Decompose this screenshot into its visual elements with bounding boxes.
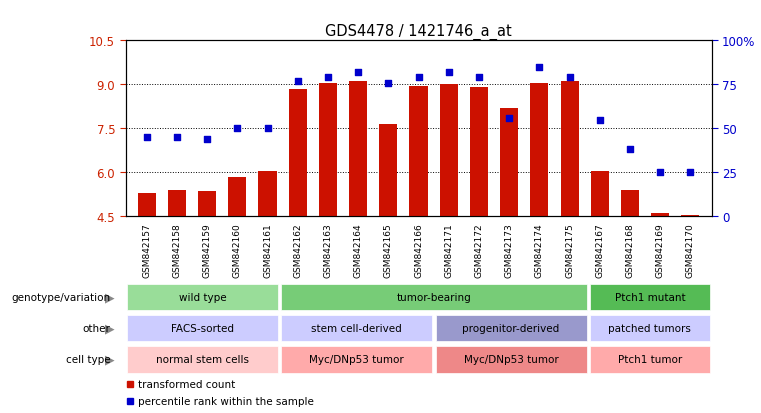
Text: genotype/variation: genotype/variation <box>11 292 110 302</box>
Text: normal stem cells: normal stem cells <box>156 354 249 364</box>
Bar <box>198 192 216 217</box>
Point <box>473 75 485 81</box>
Text: Ptch1 mutant: Ptch1 mutant <box>615 292 685 302</box>
Bar <box>590 315 710 342</box>
Text: Myc/DNp53 tumor: Myc/DNp53 tumor <box>463 354 559 364</box>
Bar <box>228 177 247 217</box>
Point <box>322 75 334 81</box>
Text: other: other <box>82 323 110 333</box>
Text: percentile rank within the sample: percentile rank within the sample <box>139 396 314 406</box>
Point <box>684 170 696 176</box>
Point <box>503 115 515 122</box>
Point <box>443 69 455 76</box>
Bar <box>127 284 279 311</box>
Bar <box>138 193 156 217</box>
Text: transformed count: transformed count <box>139 379 236 389</box>
Bar <box>319 84 337 217</box>
Bar <box>470 88 488 217</box>
Bar <box>591 171 609 217</box>
Bar <box>440 85 458 217</box>
Point <box>231 126 244 132</box>
Bar <box>127 315 279 342</box>
Point <box>563 75 575 81</box>
Bar <box>590 284 710 311</box>
Text: cell type: cell type <box>65 354 110 364</box>
Text: patched tumors: patched tumors <box>608 323 691 333</box>
Text: wild type: wild type <box>179 292 227 302</box>
Text: stem cell-derived: stem cell-derived <box>311 323 403 333</box>
Bar <box>435 315 587 342</box>
Bar <box>282 284 587 311</box>
Text: Ptch1 tumor: Ptch1 tumor <box>618 354 682 364</box>
Text: ▶: ▶ <box>104 322 114 335</box>
Text: FACS-sorted: FACS-sorted <box>171 323 234 333</box>
Bar <box>127 346 279 373</box>
Bar <box>651 214 669 217</box>
Bar <box>621 190 639 217</box>
Point <box>594 117 606 123</box>
Bar <box>282 315 432 342</box>
Text: ▶: ▶ <box>104 291 114 304</box>
Point <box>141 135 153 141</box>
Text: ▶: ▶ <box>104 353 114 366</box>
Point <box>170 135 183 141</box>
Bar <box>500 109 518 217</box>
Bar <box>288 90 307 217</box>
Point <box>624 147 636 154</box>
Text: tumor-bearing: tumor-bearing <box>396 292 471 302</box>
Bar <box>282 346 432 373</box>
Text: Myc/DNp53 tumor: Myc/DNp53 tumor <box>310 354 404 364</box>
Bar <box>681 215 699 217</box>
Bar <box>379 125 397 217</box>
Point <box>654 170 667 176</box>
Bar <box>349 82 368 217</box>
Bar <box>561 82 578 217</box>
Point <box>262 126 274 132</box>
Bar <box>409 87 428 217</box>
Point <box>412 75 425 81</box>
Bar <box>168 190 186 217</box>
Bar <box>259 171 276 217</box>
Title: GDS4478 / 1421746_a_at: GDS4478 / 1421746_a_at <box>325 24 512 40</box>
Point <box>382 80 394 87</box>
Text: progenitor-derived: progenitor-derived <box>463 323 559 333</box>
Bar <box>590 346 710 373</box>
Point <box>352 69 365 76</box>
Bar <box>530 84 549 217</box>
Point <box>291 78 304 85</box>
Point <box>201 136 213 143</box>
Bar <box>435 346 587 373</box>
Point <box>533 64 546 71</box>
